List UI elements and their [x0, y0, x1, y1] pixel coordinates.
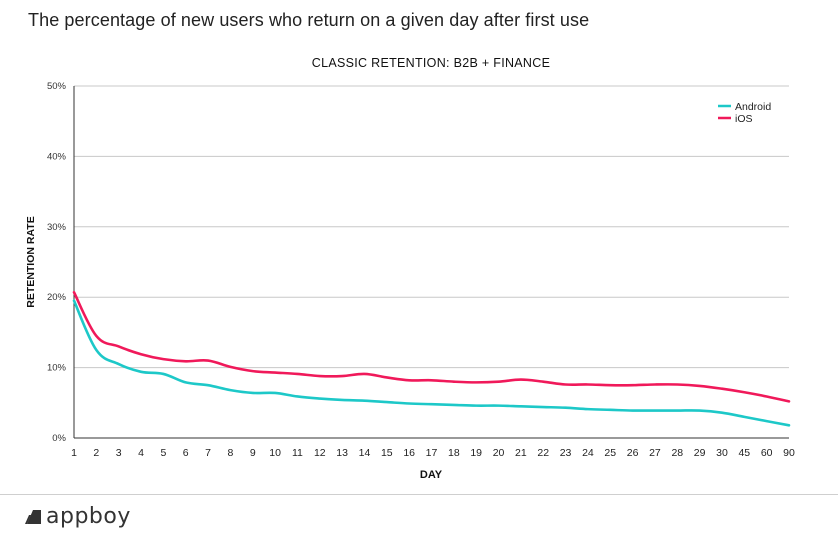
x-tick-label: 8 [227, 447, 233, 459]
x-tick-label: 14 [359, 447, 371, 459]
y-tick-label: 0% [52, 433, 66, 444]
chart-title: CLASSIC RETENTION: B2B + FINANCE [311, 56, 551, 70]
x-tick-label: 12 [314, 447, 326, 459]
brand-name: appboy [46, 504, 131, 529]
x-tick-label: 60 [761, 447, 773, 459]
grid-layer [74, 85, 789, 369]
x-tick-label: 13 [336, 447, 348, 459]
x-tick-label: 3 [116, 447, 122, 459]
page-heading: The percentage of new users who return o… [28, 10, 590, 30]
x-tick-label: 29 [694, 447, 706, 459]
x-tick-label: 25 [604, 447, 616, 459]
x-tick-label: 26 [627, 447, 639, 459]
x-tick-label: 7 [205, 447, 211, 459]
x-tick-label: 2 [93, 447, 99, 459]
legend-label-android: Android [735, 101, 771, 113]
y-tick-label: 30% [47, 222, 67, 233]
footer-divider [0, 494, 838, 495]
appboy-logo-icon [25, 510, 41, 524]
x-tick-label: 21 [515, 447, 527, 459]
x-tick-label: 45 [738, 447, 750, 459]
x-tick-label: 9 [250, 447, 256, 459]
x-axis-label: DAY [420, 469, 443, 481]
x-tick-label: 90 [783, 447, 795, 459]
x-tick-label: 1 [71, 447, 77, 459]
series-line-android [72, 299, 791, 427]
series-line-ios [72, 290, 791, 403]
x-tick-label: 22 [537, 447, 549, 459]
x-tick-label: 17 [426, 447, 438, 459]
brand: appboy [24, 506, 131, 528]
x-tick-label: 28 [671, 447, 683, 459]
x-tick-label: 23 [560, 447, 572, 459]
x-tick-label: 19 [470, 447, 482, 459]
x-tick-label: 20 [493, 447, 505, 459]
series-layer [72, 290, 791, 427]
x-tick-label: 6 [183, 447, 189, 459]
x-tick-label: 10 [269, 447, 281, 459]
x-tick-label: 30 [716, 447, 728, 459]
axis-layer: 0%10%20%30%40%50%1 2 3 4 5 6 7 8 9 10 11 12 13 14 15 16… [47, 81, 795, 459]
legend-label-ios: iOS [735, 113, 753, 125]
y-tick-label: 10% [47, 363, 67, 374]
x-tick-label: 27 [649, 447, 661, 459]
y-tick-label: 50% [47, 81, 67, 92]
x-tick-label: 15 [381, 447, 393, 459]
y-tick-label: 40% [47, 151, 67, 162]
x-tick-label: 11 [292, 447, 303, 459]
x-tick-label: 5 [160, 447, 166, 459]
x-tick-label: 16 [403, 447, 415, 459]
x-tick-label: 4 [138, 447, 144, 459]
y-tick-label: 20% [47, 292, 67, 303]
x-tick-label: 24 [582, 447, 594, 459]
y-axis-label: RETENTION RATE [25, 216, 37, 307]
x-tick-label: 18 [448, 447, 460, 459]
